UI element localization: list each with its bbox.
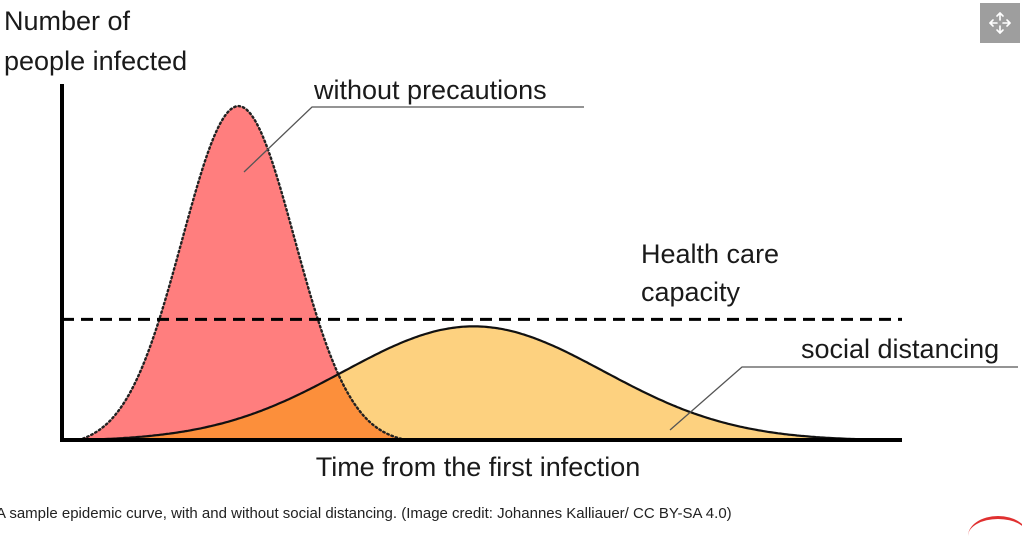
leader-line-without-precautions (243, 106, 584, 173)
line-social-distancing (78, 325, 894, 442)
x-axis-label: Time from the first infection (316, 452, 641, 482)
expand-arrows-icon (989, 12, 1011, 34)
line-without-precautions (77, 104, 408, 442)
curve-areas (78, 106, 894, 440)
curve-outlines (62, 104, 902, 442)
expand-button[interactable] (980, 3, 1020, 43)
area-overlap (78, 326, 407, 440)
threshold-label-line-1: Health care (641, 239, 779, 269)
decorative-arc (968, 516, 1022, 556)
y-axis-label-line-1: Number of (4, 6, 131, 36)
figure-caption: A sample epidemic curve, with and withou… (0, 505, 732, 522)
annotation-social-distancing: social distancing (801, 334, 999, 364)
epidemic-chart: Number of people infected Time from the … (4, 6, 1018, 482)
y-axis-label-line-2: people infected (4, 46, 187, 76)
threshold-label-line-2: capacity (641, 277, 741, 307)
annotation-without-precautions: without precautions (313, 75, 547, 105)
area-without-precautions (78, 106, 407, 440)
leader-line-social-distancing (669, 366, 1018, 431)
